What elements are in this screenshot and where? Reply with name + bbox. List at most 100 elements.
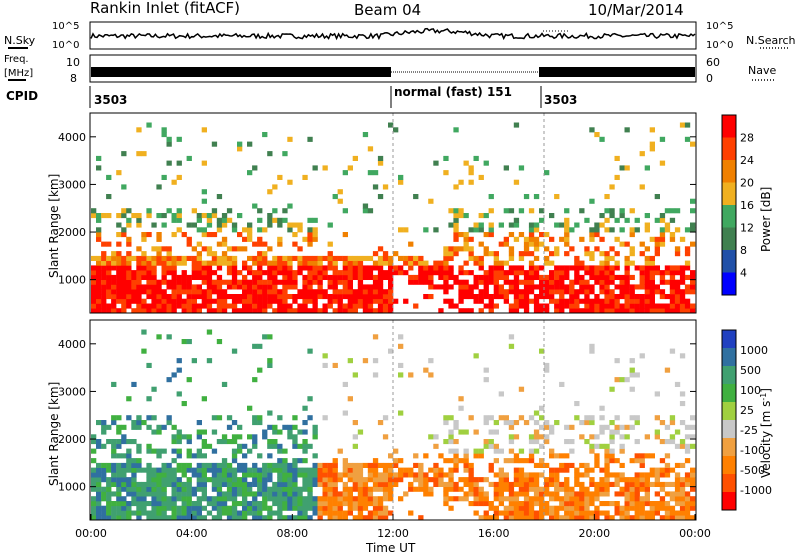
velocity-cell [528,415,535,421]
velocity-cell [302,420,308,426]
power-cell [544,279,550,285]
power-cell [503,274,509,280]
nsearch-label: N.Search [746,34,796,47]
power-cell [579,284,585,290]
velocity-cell [352,443,358,449]
power-cell [252,165,258,171]
power-cell [211,213,218,219]
velocity-cell [337,501,343,507]
power-cell [579,208,585,214]
power-cell [690,198,696,204]
velocity-cell [594,458,600,464]
power-cell [342,170,348,176]
velocity-cell [287,477,293,483]
velocity-cell [599,443,605,449]
velocity-cell [247,486,253,492]
power-cell [604,298,610,304]
colorbar-tick-label: 24 [740,154,754,167]
power-cell [337,279,343,285]
power-cell [644,279,650,285]
velocity-cell [211,467,218,473]
velocity-cell [619,462,625,468]
power-cell [367,289,374,295]
power-cell [121,232,127,238]
power-cell [146,289,152,295]
power-cell [191,284,197,290]
velocity-cell [101,486,107,492]
power-cell [554,270,560,276]
velocity-cell [116,510,122,516]
velocity-cell [604,477,610,483]
velocity-cell [659,496,666,502]
velocity-cell [629,386,635,392]
power-cell [589,274,595,280]
power-cell [458,213,464,219]
power-cell [221,308,228,314]
power-cell [554,194,560,200]
velocity-cell [176,505,182,511]
power-cell [287,303,293,309]
velocity-cell [156,424,162,430]
power-cell [262,284,268,290]
velocity-cell [458,486,464,492]
power-cell [453,232,459,238]
velocity-cell [211,448,218,454]
velocity-cell [574,496,580,502]
velocity-cell [146,486,152,492]
power-cell [599,298,605,304]
velocity-cell [116,477,122,483]
power-cell [669,298,676,304]
power-cell [624,241,630,247]
velocity-cell [503,420,509,426]
velocity-cell [679,505,686,511]
power-cell [191,222,197,228]
velocity-cell [272,486,278,492]
power-cell [237,294,243,300]
power-cell [448,255,454,261]
power-cell [312,165,318,171]
velocity-cell [201,486,207,492]
power-cell [574,274,580,280]
power-cell [679,298,686,304]
velocity-cell [307,472,313,478]
power-cell [332,308,338,314]
velocity-cell [262,477,268,483]
power-cell [433,265,439,271]
power-cell [312,298,318,304]
power-cell [619,227,625,233]
power-cell [337,255,343,261]
velocity-cell [267,453,273,459]
power-cell [372,279,379,285]
velocity-cell [498,448,504,454]
power-cell [448,270,454,276]
power-cell [609,294,615,300]
velocity-cell [554,491,560,497]
velocity-cell [146,510,152,516]
velocity-cell [453,481,459,487]
power-cell [136,294,142,300]
velocity-cell [639,496,645,502]
power-cell [136,217,142,223]
velocity-cell [146,448,152,454]
power-cell [242,289,248,295]
velocity-cell [312,467,318,473]
power-cell [644,265,650,271]
power-cell [141,255,147,261]
power-cell [322,165,328,171]
power-cell [302,236,308,242]
power-cell [171,260,177,266]
power-cell [141,289,147,295]
power-cell [518,208,525,214]
power-cell [176,136,182,142]
power-cell [428,198,434,204]
power-cell [312,294,318,300]
velocity-cell [131,481,137,487]
velocity-cell [508,501,515,507]
velocity-cell [277,515,283,521]
velocity-cell [221,496,228,502]
velocity-cell [413,472,419,478]
power-cell [478,308,484,314]
velocity-cell [317,515,323,521]
power-cell [126,274,132,280]
power-cell [669,289,676,295]
